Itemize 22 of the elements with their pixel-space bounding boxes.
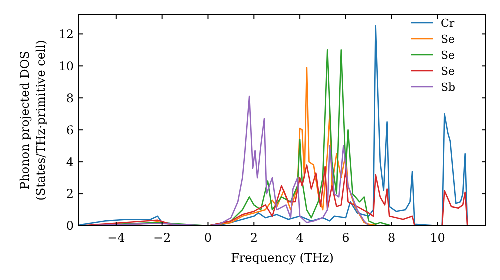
x-axis-title: Frequency (THz) [231,251,334,265]
y-tick-label: 0 [66,219,74,234]
x-tick-label: −2 [153,231,172,245]
x-tick-label: 8 [388,231,396,245]
x-tick-label: 6 [342,231,350,245]
x-tick-label: 10 [430,231,446,245]
x-tick-label: 0 [204,231,212,245]
y-axis-title: Phonon projected DOS (States/THz·primitive cell) [18,40,48,201]
text: Cr [441,16,456,30]
legend-label: Se [441,64,456,78]
y-tick-label: 2 [66,187,74,202]
legend-label: Sb [441,80,456,94]
x-tick-label: 4 [296,231,304,245]
x-tick-label: −4 [108,231,126,245]
legend-label: Se [441,32,456,46]
legend-label: Se [441,48,456,62]
y-tick-label: 10 [58,59,74,74]
y-tick-label: 8 [66,91,74,106]
y-tick-label: 6 [66,123,74,138]
x-tick-label: 2 [250,231,258,245]
y-tick-label: 12 [58,27,74,42]
y-tick-label: 4 [66,155,74,170]
